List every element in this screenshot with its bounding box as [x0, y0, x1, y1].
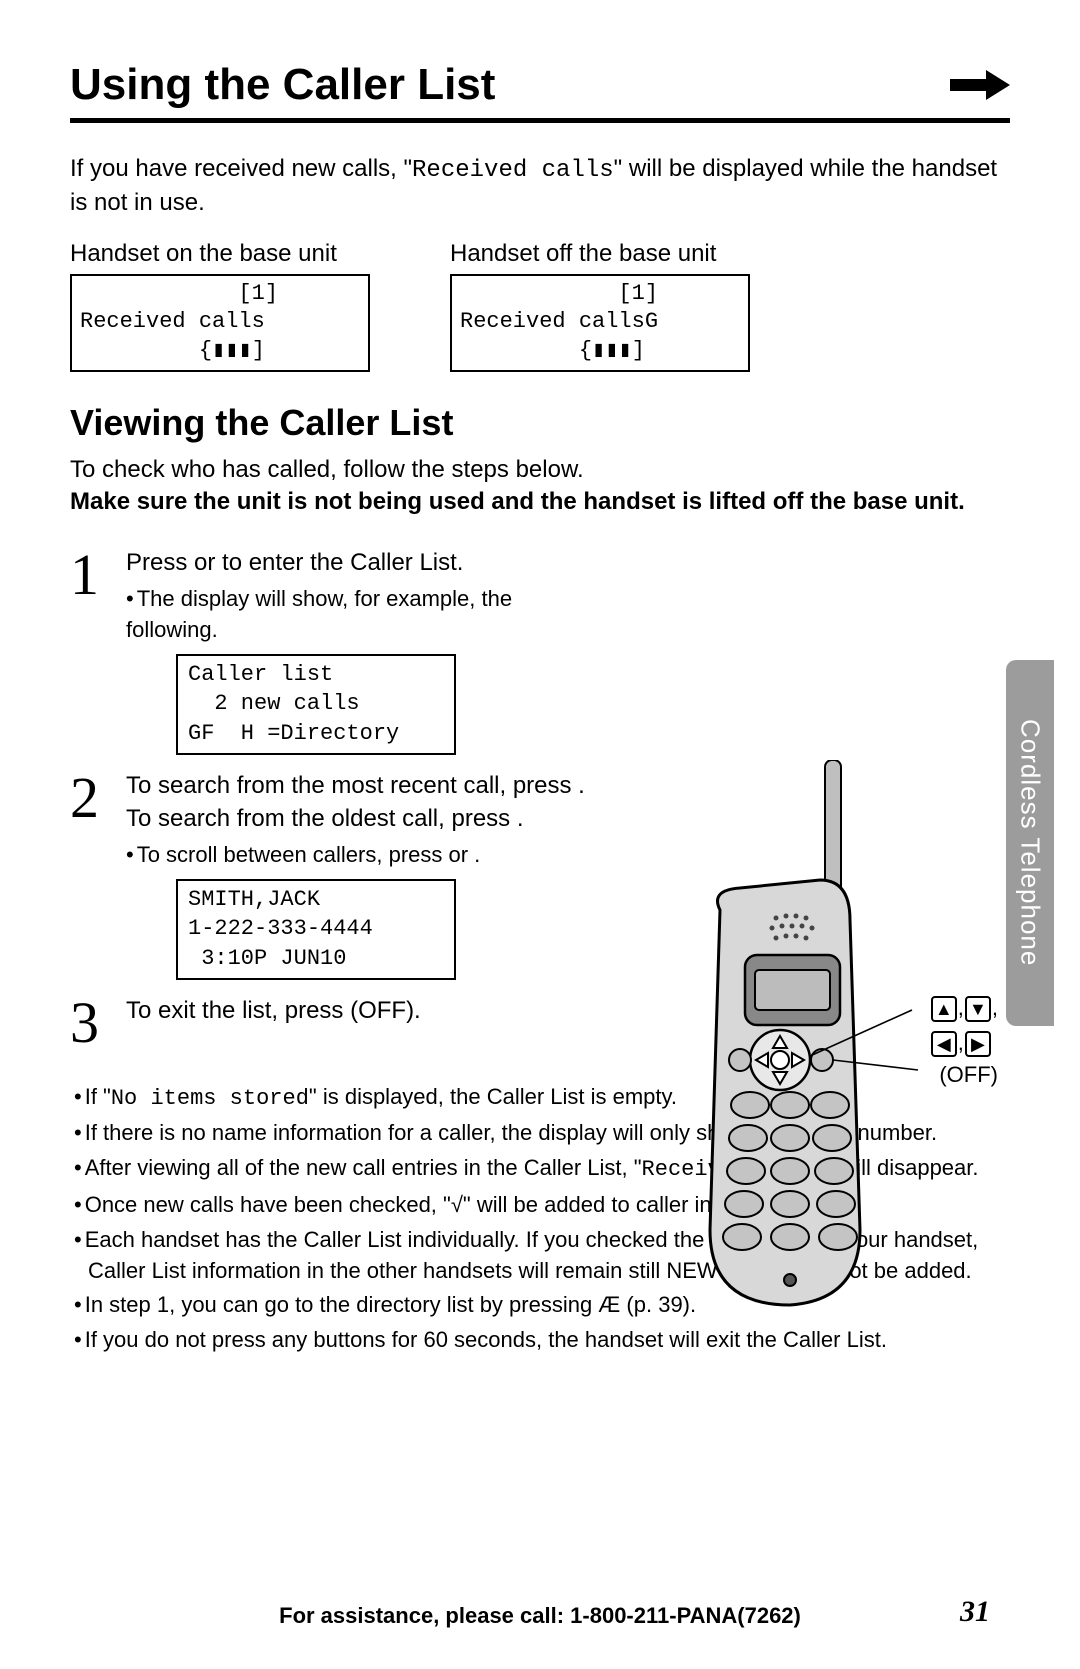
- intro-text: If you have received new calls, "Receive…: [70, 153, 1010, 220]
- steps-list: 1 Press or to enter the Caller List. The…: [70, 546, 630, 1051]
- intro-mono: Received calls: [412, 157, 614, 184]
- section-tab-label: Cordless Telephone: [1015, 719, 1046, 966]
- title-row: Using the Caller List: [70, 60, 1010, 123]
- intro-pre: If you have received new calls, ": [70, 155, 412, 182]
- note-1-mono: No items stored: [111, 1086, 309, 1111]
- step-1-number: 1: [70, 546, 110, 754]
- left-key-icon: ◀: [931, 1031, 957, 1057]
- sub-intro-1: To check who has called, follow the step…: [70, 456, 584, 483]
- step-1: 1 Press or to enter the Caller List. The…: [70, 546, 630, 754]
- step-2-number: 2: [70, 769, 110, 980]
- col-off-base: Handset off the base unit [1] Received c…: [450, 240, 750, 372]
- step-2-text-b: To search from the oldest call, press .: [126, 805, 524, 832]
- right-key-icon: ▶: [965, 1031, 991, 1057]
- section-subtitle: Viewing the Caller List: [70, 402, 1010, 444]
- step-2-text-a: To search from the most recent call, pre…: [126, 772, 585, 799]
- col1-label: Handset on the base unit: [70, 240, 370, 268]
- step-2-note: To scroll between callers, press or .: [126, 840, 585, 871]
- step-3-text: To exit the list, press (OFF).: [126, 997, 421, 1024]
- col-on-base: Handset on the base unit [1] Received ca…: [70, 240, 370, 372]
- step-3-number: 3: [70, 994, 110, 1052]
- down-key-icon: ▼: [965, 996, 991, 1022]
- nav-key-callout: ▲,▼, ◀,▶: [930, 990, 998, 1060]
- step-3: 3 To exit the list, press (OFF).: [70, 994, 630, 1052]
- step-1-note: The display will show, for example, the …: [126, 584, 596, 646]
- off-key-callout: (OFF): [939, 1062, 998, 1088]
- page-title: Using the Caller List: [70, 60, 495, 110]
- col2-label: Handset off the base unit: [450, 240, 750, 268]
- handset-illustration: ▲,▼, ◀,▶ (OFF): [650, 760, 990, 1320]
- lcd-off-base: [1] Received callsG {▮▮▮]: [450, 274, 750, 372]
- sub-intro-2: Make sure the unit is not being used and…: [70, 488, 965, 515]
- step-2: 2 To search from the most recent call, p…: [70, 769, 630, 980]
- lcd-examples: Handset on the base unit [1] Received ca…: [70, 240, 1010, 372]
- arrow-right-icon: [950, 70, 1010, 100]
- lcd-on-base: [1] Received calls {▮▮▮]: [70, 274, 370, 372]
- page-number: 31: [960, 1595, 990, 1629]
- up-key-icon: ▲: [931, 996, 957, 1022]
- section-tab: Cordless Telephone: [1006, 660, 1054, 1026]
- note-7: If you do not press any buttons for 60 s…: [70, 1325, 1010, 1356]
- page-footer: For assistance, please call: 1-800-211-P…: [0, 1603, 1080, 1629]
- lcd-caller-entry: SMITH,JACK 1-222-333-4444 3:10P JUN10: [176, 879, 456, 980]
- lcd-caller-list: Caller list 2 new calls GF H =Directory: [176, 654, 456, 755]
- step-1-text: Press or to enter the Caller List.: [126, 549, 463, 576]
- sub-intro: To check who has called, follow the step…: [70, 454, 1010, 519]
- assistance-line: For assistance, please call: 1-800-211-P…: [279, 1603, 801, 1629]
